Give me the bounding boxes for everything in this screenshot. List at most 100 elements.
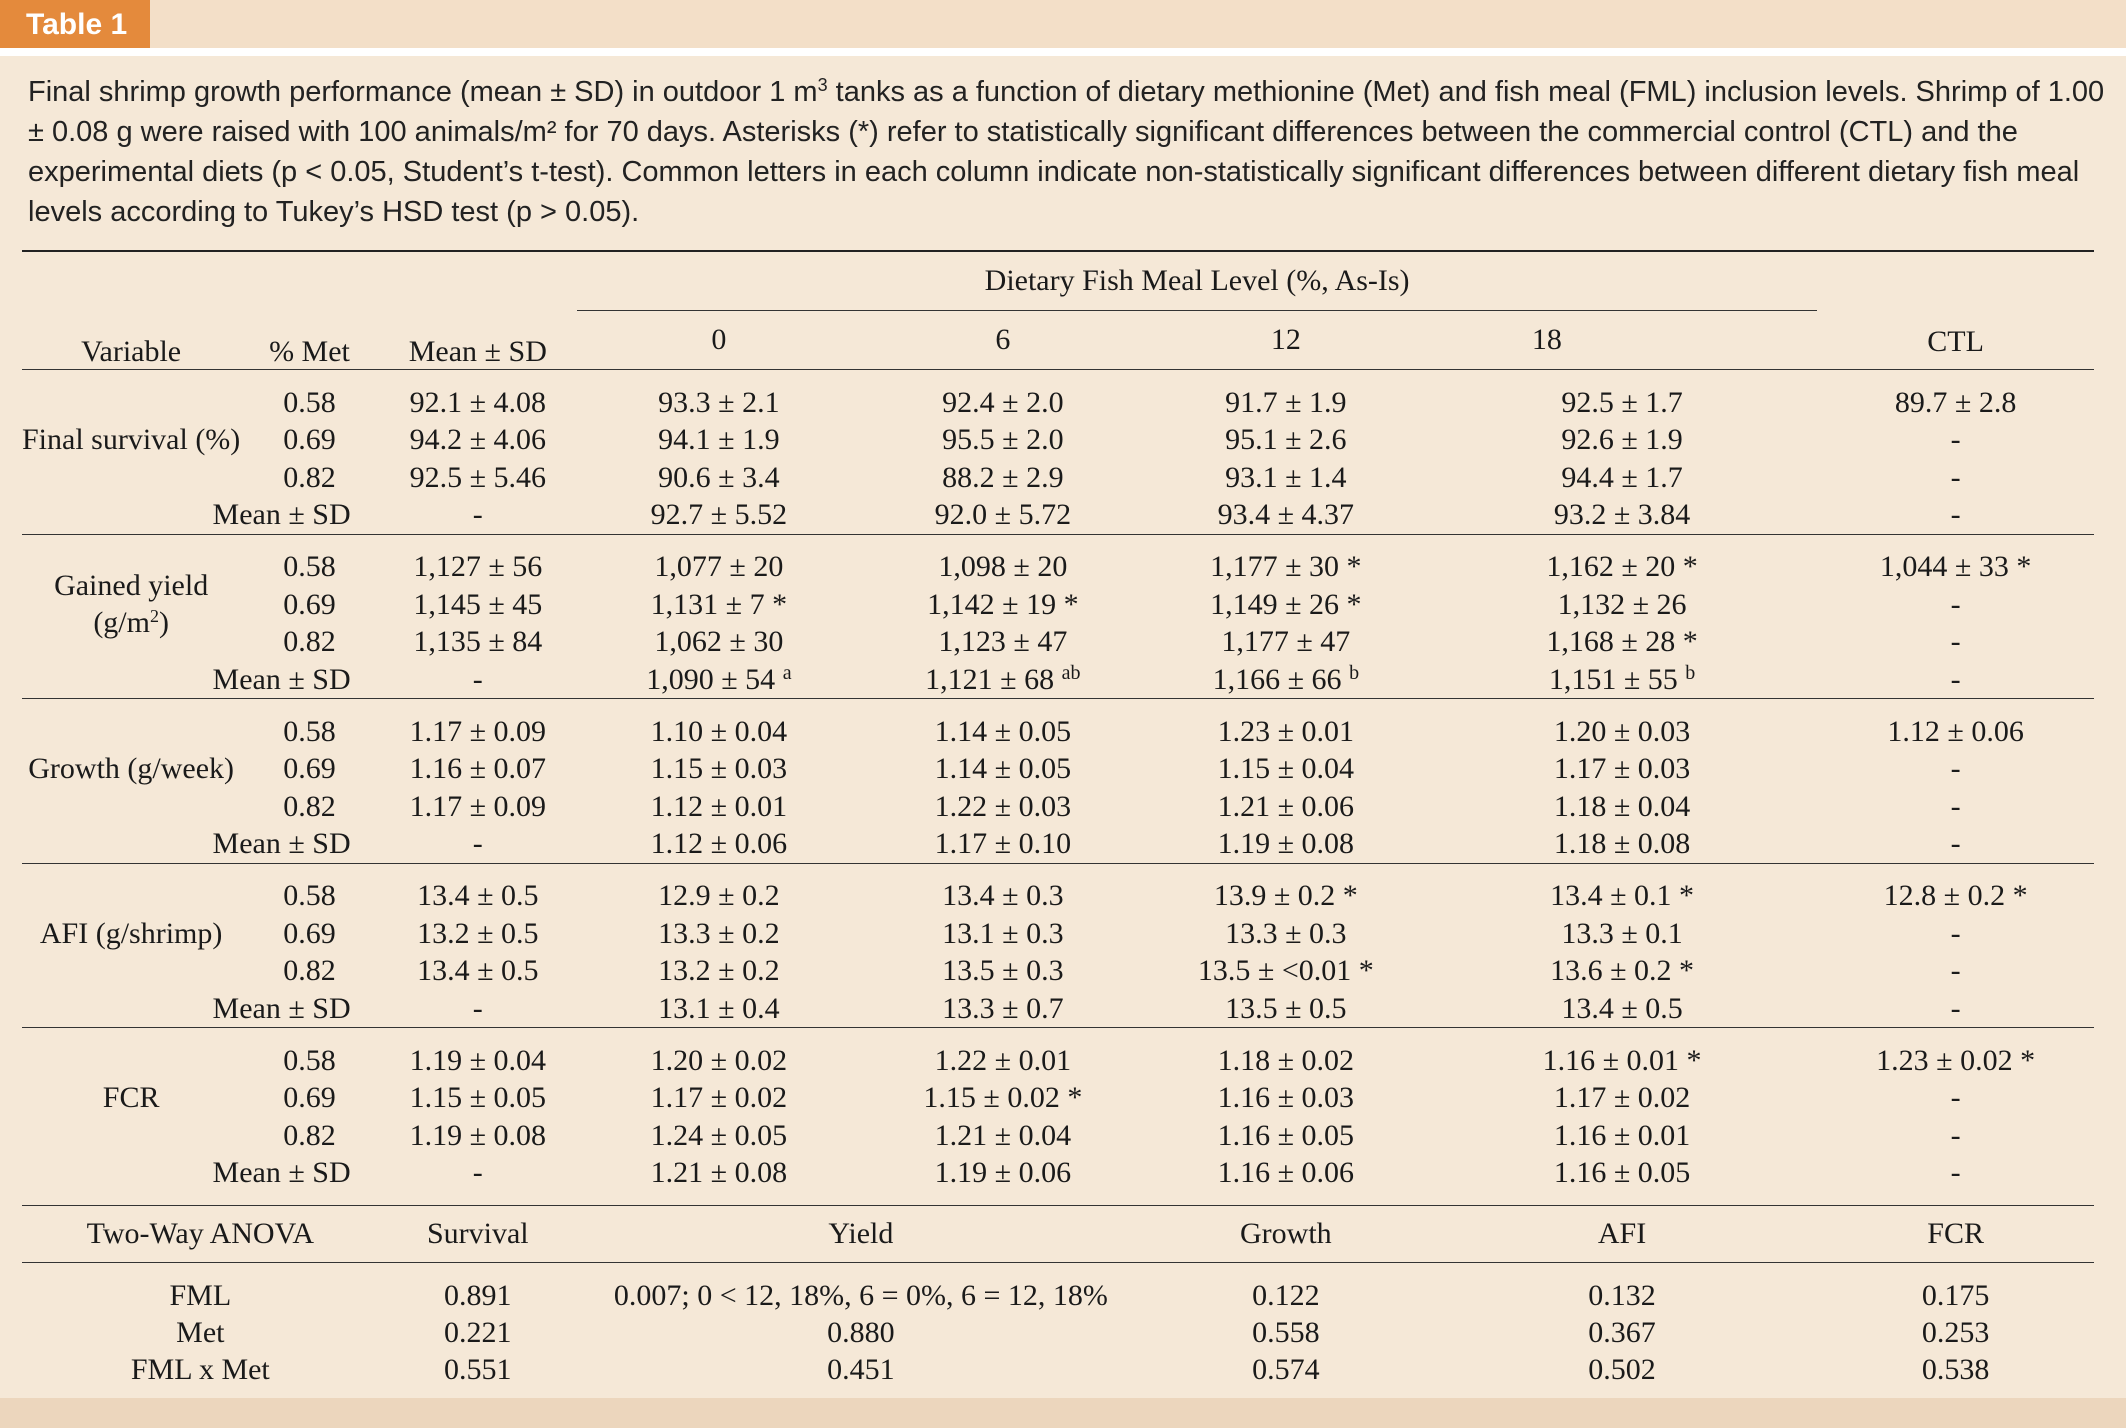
anova-header: FCR [1927, 1217, 1984, 1250]
row-mean-sd: 1.16 ± 0.07 [409, 752, 547, 785]
anova-header: Two-Way ANOVA [86, 1217, 315, 1250]
fml-value: 95.1 ± 2.6 [1225, 423, 1347, 456]
column-mean-value: 1,166 ± 66 [1212, 662, 1342, 696]
ctl-value: - [1950, 625, 1961, 658]
header-mean-sd: Mean ± SD [408, 335, 547, 368]
column-mean: 13.4 ± 0.5 [1561, 991, 1683, 1025]
footer-band [0, 1398, 2126, 1428]
fml-value: 13.4 ± 0.3 [942, 879, 1064, 912]
fml-value: 1,149 ± 26 * [1210, 587, 1362, 621]
fml-value: 1.22 ± 0.01 [934, 1043, 1072, 1077]
ctl-value: - [1950, 587, 1961, 621]
ctl-value: - [1950, 423, 1961, 456]
row-mean-sd: - [472, 662, 483, 696]
fml-value: 1.20 ± 0.02 [650, 1043, 788, 1077]
fml-value: 94.4 ± 1.7 [1561, 460, 1683, 494]
row-mean-sd: 1,145 ± 45 [413, 587, 543, 621]
met-level: 0.69 [283, 916, 336, 950]
column-mean: 13.1 ± 0.4 [658, 991, 780, 1025]
fml-value: 1.22 ± 0.03 [934, 789, 1072, 823]
anova-factor: FML x Met [130, 1352, 270, 1386]
fml-value: 1.24 ± 0.05 [650, 1118, 788, 1152]
fml-value: 1,098 ± 20 [938, 550, 1068, 583]
met-level: 0.58 [283, 385, 336, 419]
fml-value: 1.17 ± 0.03 [1553, 752, 1691, 785]
mean-label: Mean ± SD [212, 1156, 351, 1189]
fml-value: 93.1 ± 1.4 [1225, 460, 1347, 494]
mean-label: Mean ± SD [212, 498, 351, 531]
column-mean-value: 1,151 ± 55 [1548, 662, 1678, 696]
fml-value: 1.16 ± 0.03 [1217, 1081, 1355, 1114]
variable-name-line1: Gained yield [54, 568, 209, 602]
anova-header: Growth [1240, 1217, 1332, 1250]
column-mean: 92.0 ± 5.72 [934, 498, 1072, 531]
mean-label: Mean ± SD [212, 991, 351, 1025]
column-mean: 93.2 ± 3.84 [1553, 498, 1691, 531]
fml-value: 13.4 ± 0.1 * [1550, 879, 1695, 912]
anova-p-survival: 0.551 [444, 1352, 512, 1386]
anova-factor: Met [176, 1315, 225, 1349]
row-mean-sd: 92.1 ± 4.08 [409, 385, 547, 419]
met-level: 0.69 [283, 587, 336, 621]
fml-value: 92.6 ± 1.9 [1561, 423, 1683, 456]
variable-name: Growth (g/week) [28, 752, 235, 785]
met-level: 0.82 [283, 460, 336, 494]
row-mean-sd: 1.19 ± 0.08 [409, 1118, 547, 1152]
fml-value: 1.21 ± 0.04 [934, 1118, 1072, 1152]
variable-name-line2-end: ) [158, 606, 169, 640]
header-fml-18: 18 [1531, 323, 1562, 356]
fml-value: 1.16 ± 0.01 * [1542, 1043, 1702, 1077]
anova-p-afi: 0.502 [1588, 1352, 1656, 1386]
fml-value: 1.17 ± 0.02 [1553, 1081, 1691, 1114]
row-mean-sd: 13.2 ± 0.5 [417, 916, 539, 950]
anova-p-fcr: 0.175 [1921, 1278, 1990, 1312]
column-mean: 1.19 ± 0.08 [1217, 827, 1355, 860]
fml-value: 1.17 ± 0.02 [650, 1081, 788, 1114]
row-mean-sd: 1.17 ± 0.09 [409, 714, 547, 748]
met-level: 0.58 [283, 1043, 336, 1077]
fml-value: 93.3 ± 2.1 [658, 385, 780, 419]
fml-value: 1,177 ± 47 [1221, 625, 1351, 658]
divider [0, 48, 2126, 56]
column-mean: 13.3 ± 0.7 [942, 991, 1064, 1025]
met-level: 0.82 [283, 625, 336, 658]
variable-name-line2: (g/m [93, 606, 150, 640]
column-mean: 1.17 ± 0.10 [934, 827, 1072, 860]
anova-p-afi: 0.367 [1588, 1315, 1656, 1349]
fml-value: 1,142 ± 19 * [927, 587, 1079, 621]
anova-p-growth: 0.558 [1252, 1315, 1320, 1349]
met-level: 0.58 [283, 714, 336, 748]
fml-value: 92.5 ± 1.7 [1561, 385, 1683, 419]
table-caption: Final shrimp growth performance (mean ± … [28, 72, 2108, 232]
fml-value: 12.9 ± 0.2 [658, 879, 780, 912]
fml-value: 1.15 ± 0.03 [650, 752, 788, 785]
anova-p-yield: 0.451 [827, 1352, 895, 1386]
column-mean-value: 1,090 ± 54 [646, 662, 776, 696]
fml-value: 94.1 ± 1.9 [658, 423, 780, 456]
variable-name-sup: 2 [149, 606, 159, 627]
met-level: 0.69 [283, 423, 336, 456]
column-mean: 1,151 ± 55 b [1427, 661, 1817, 699]
fml-value: 1.23 ± 0.01 [1217, 714, 1355, 748]
column-mean-value: 1,121 ± 68 [925, 662, 1055, 696]
fml-value: 1,077 ± 20 [654, 550, 784, 583]
met-level: 0.82 [283, 954, 336, 987]
table-tag: Table 1 [0, 0, 150, 48]
column-mean: 92.7 ± 5.52 [650, 498, 788, 531]
tukey-letter: a [782, 661, 792, 684]
caption-sup: 3 [817, 75, 828, 95]
fml-value: 1,131 ± 7 * [650, 587, 788, 621]
met-level: 0.82 [283, 1118, 336, 1152]
fml-value: 1.18 ± 0.04 [1553, 789, 1691, 823]
fml-value: 88.2 ± 2.9 [942, 460, 1064, 494]
header-fml-6: 6 [995, 323, 1011, 356]
anova-header: Yield [828, 1217, 894, 1250]
variable-name: AFI (g/shrimp) [39, 916, 223, 950]
fml-value: 1,168 ± 28 * [1546, 625, 1698, 658]
anova-header: AFI [1597, 1217, 1647, 1250]
anova-p-yield: 0.880 [827, 1315, 895, 1349]
fml-value: 13.1 ± 0.3 [942, 916, 1064, 950]
fml-value: 13.5 ± <0.01 * [1197, 954, 1374, 987]
ctl-value: - [1950, 954, 1961, 987]
fml-value: 13.5 ± 0.3 [942, 954, 1064, 987]
